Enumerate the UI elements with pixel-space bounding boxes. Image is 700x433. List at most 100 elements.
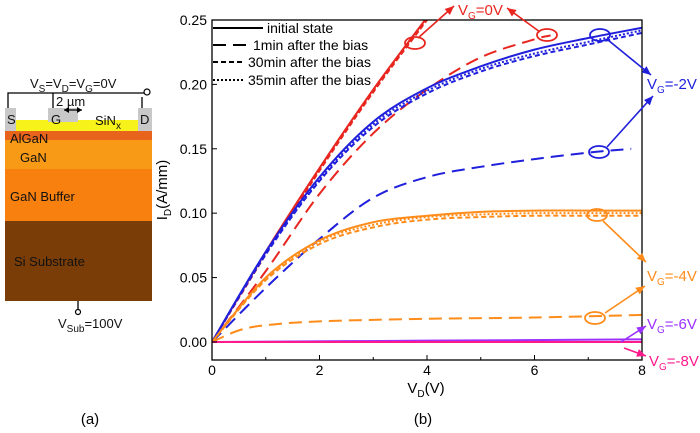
gan-buffer-label: GaN Buffer [10,189,75,204]
text-part: =-8V [667,353,699,370]
legend-label: initial state [267,20,333,36]
text-part: (V) [425,380,445,397]
arrowhead-icon [636,349,646,357]
text-part: =V [69,76,86,91]
gate-voltage-label: VG=-8V [649,353,699,373]
sinx-label: SiNx [95,113,121,132]
text-part: (A/mm) [154,160,171,209]
subscript: D [417,389,424,400]
substrate-bias-label: VSub=100V [58,316,123,335]
text-part: V [458,2,468,19]
subscript: G [657,277,665,288]
x-tick-label: 6 [531,362,539,378]
subscript: G [657,85,665,96]
axis-ticks: 0 2 4 6 8 0.00 0.05 0.10 0.15 0.20 0.25 [180,12,646,378]
annotation-ellipse [588,145,610,159]
subscript: G [85,84,93,95]
top-bias-label: VS=VD=VG=0V [30,76,117,95]
text-part: =100V [84,316,122,331]
arrowhead-icon [507,8,517,17]
annotation-ellipse [536,28,558,42]
caption-b: (b) [414,411,432,428]
y-tick-label: 0.15 [180,141,207,157]
x-axis-label: VD(V) [407,380,444,400]
text-part: V [647,316,657,333]
text-part: V [647,268,657,285]
arrowhead-icon [636,326,646,335]
curves [212,20,642,343]
gan-label: GaN [20,150,47,165]
series-line [212,209,642,343]
annotation-arrow [602,220,647,263]
layer-gan [5,140,152,169]
subscript: D [163,209,174,216]
iv-chart: 0 2 4 6 80.000.050.100.150.200.25 VD(V) ID(A… [154,2,699,428]
subscript: G [657,325,665,336]
drain-contact [138,108,152,131]
layer-sinx [16,120,138,131]
y-tick-label: 0.00 [180,334,207,350]
algan-label: AlGaN [10,131,48,146]
y-tick-label: 0.25 [180,12,207,28]
terminal-icon [143,88,151,96]
subscript: G [468,11,476,22]
gate-length-label: 2 µm [56,94,85,109]
terminal-icon [74,308,82,316]
subscript: G [659,362,667,373]
layer-gan-buffer [5,169,152,221]
y-tick-label: 0.10 [180,205,207,221]
gate-voltage-label: VG=-6V [647,316,697,336]
subscript: S [39,84,46,95]
y-axis-label: ID(A/mm) [154,160,174,221]
x-tick-label: 4 [423,362,431,378]
layer-si-substrate [5,221,152,301]
text-part: I [154,216,171,220]
arrowhead-icon [636,252,646,262]
bias-wire [7,92,147,108]
series-line [212,20,428,343]
x-tick-label: 2 [316,362,324,378]
arrowhead-icon [644,96,653,106]
arrowhead-icon [635,286,645,295]
y-tick-label: 0.05 [180,270,207,286]
layer-algan [5,131,152,140]
annotation-ellipse [589,28,611,42]
series-line [212,313,642,343]
gate-voltage-label: VG=-2V [647,76,697,96]
y-tick-label: 0.20 [180,76,207,92]
annotation-arrow [606,95,654,148]
gate-voltage-label: VG=0V [458,2,503,22]
caption-a: (a) [81,411,99,428]
text-part: V [58,316,67,331]
source-label: S [7,112,16,127]
arrowhead-icon [641,66,651,75]
si-substrate-label: Si Substrate [14,254,85,269]
text-part: =0V [93,76,117,91]
gate-label: G [51,112,61,127]
gate-voltage-label: VG=-4V [647,268,697,288]
text-part: V [649,353,659,370]
plot-frame [211,19,643,361]
arrowheads-icon [64,107,82,113]
text-part: =-6V [665,316,697,333]
text-part: =0V [476,2,503,19]
text-part: V [30,76,39,91]
legend-label: 35min after the bias [248,72,371,88]
subscript: D [62,84,69,95]
legend-label: 30min after the bias [248,54,371,70]
annotation-ellipse [586,208,608,222]
x-tick-label: 0 [208,362,216,378]
series-line [212,34,551,343]
device-structure: 2 µm S G D SiNx AlGaN GaN GaN Buffer Si … [5,76,152,428]
text-part: V [647,76,657,93]
series-line [212,147,632,343]
arrowhead-icon [444,6,454,15]
text-part: =-4V [665,268,697,285]
annotation-arrow [607,39,652,76]
x-tick-label: 8 [638,362,646,378]
legend-label: 1min after the bias [253,37,368,53]
gate-contact [48,108,78,122]
